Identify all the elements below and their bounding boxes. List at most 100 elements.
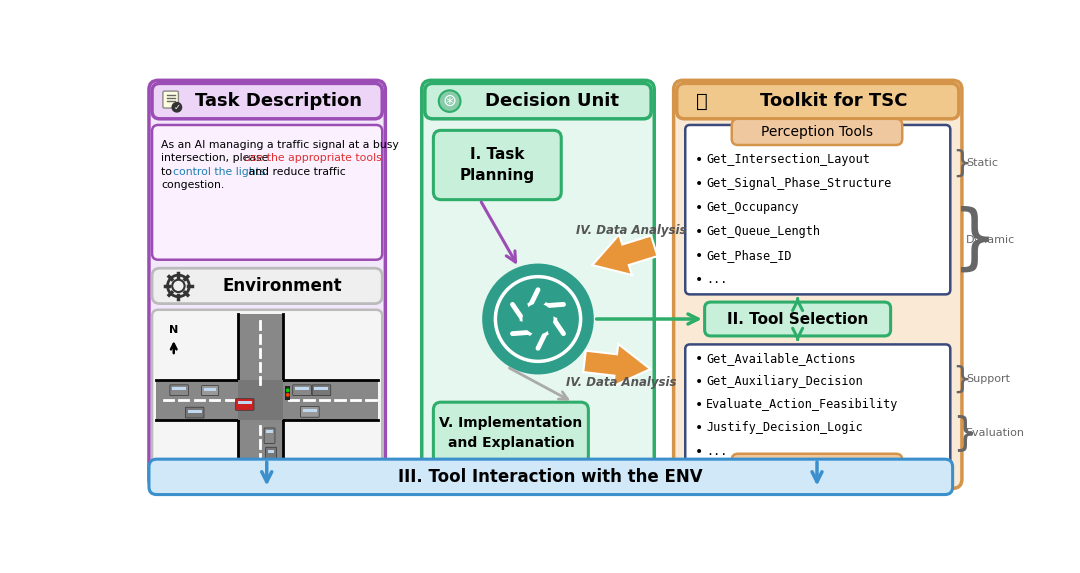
FancyBboxPatch shape: [677, 84, 959, 119]
Text: •: •: [696, 177, 703, 191]
Text: •: •: [696, 273, 703, 287]
Bar: [314, 387, 328, 390]
Text: Support: Support: [966, 374, 1010, 384]
Text: Evaluation: Evaluation: [966, 428, 1025, 438]
Text: Get_Auxiliary_Decision: Get_Auxiliary_Decision: [706, 375, 863, 388]
FancyBboxPatch shape: [186, 407, 204, 418]
FancyBboxPatch shape: [152, 84, 382, 119]
Text: •: •: [696, 421, 703, 435]
Circle shape: [286, 393, 289, 397]
Polygon shape: [592, 234, 658, 275]
Circle shape: [438, 91, 460, 112]
FancyBboxPatch shape: [149, 459, 953, 494]
Bar: [156, 380, 378, 420]
FancyBboxPatch shape: [293, 385, 311, 395]
Text: }: }: [951, 149, 971, 178]
Text: II. Tool Selection: II. Tool Selection: [727, 312, 868, 327]
Text: N: N: [170, 325, 178, 335]
Circle shape: [172, 102, 183, 113]
Text: IV. Data Analysis: IV. Data Analysis: [566, 376, 677, 390]
Polygon shape: [583, 344, 650, 386]
Bar: [267, 430, 272, 433]
Text: Toolkit for TSC: Toolkit for TSC: [759, 92, 907, 110]
Text: •: •: [696, 445, 703, 458]
FancyBboxPatch shape: [149, 80, 386, 488]
FancyBboxPatch shape: [704, 302, 891, 336]
FancyBboxPatch shape: [266, 448, 276, 462]
FancyBboxPatch shape: [732, 119, 902, 145]
Bar: [172, 387, 186, 390]
Text: }: }: [951, 206, 998, 275]
Text: ⊛: ⊛: [443, 92, 457, 110]
Text: to: to: [161, 167, 176, 176]
FancyBboxPatch shape: [433, 131, 562, 199]
FancyBboxPatch shape: [152, 268, 382, 304]
Text: Perception Tools: Perception Tools: [761, 125, 873, 139]
Text: •: •: [696, 398, 703, 413]
Text: Get_Occupancy: Get_Occupancy: [706, 201, 799, 214]
FancyBboxPatch shape: [674, 80, 962, 488]
FancyBboxPatch shape: [424, 84, 651, 119]
Text: •: •: [696, 375, 703, 389]
Text: •: •: [696, 154, 703, 167]
Text: intersection, please: intersection, please: [161, 154, 272, 163]
Text: and reduce traffic: and reduce traffic: [245, 167, 346, 176]
Text: 🔧: 🔧: [696, 92, 707, 111]
Text: •: •: [696, 249, 703, 263]
Text: use the appropriate tools: use the appropriate tools: [244, 154, 382, 163]
Text: I. Task
Planning: I. Task Planning: [459, 147, 535, 183]
Bar: [295, 387, 309, 390]
FancyBboxPatch shape: [433, 402, 589, 464]
Text: ✓: ✓: [174, 103, 180, 112]
Circle shape: [286, 388, 289, 392]
FancyBboxPatch shape: [202, 386, 218, 395]
Text: Static: Static: [966, 159, 998, 168]
FancyBboxPatch shape: [152, 310, 382, 484]
Text: Justify_Decision_Logic: Justify_Decision_Logic: [706, 421, 863, 434]
FancyBboxPatch shape: [265, 428, 275, 444]
Text: Dynamic: Dynamic: [966, 236, 1015, 245]
Text: }: }: [951, 364, 971, 394]
FancyBboxPatch shape: [685, 344, 950, 479]
Text: V. Implementation
and Explanation: V. Implementation and Explanation: [440, 416, 582, 450]
FancyBboxPatch shape: [732, 454, 902, 481]
Text: Task Description: Task Description: [194, 92, 362, 110]
Text: III. Tool Interaction with the ENV: III. Tool Interaction with the ENV: [399, 468, 703, 486]
Bar: [188, 410, 202, 413]
Bar: [238, 313, 283, 480]
Text: Decision Unit: Decision Unit: [485, 92, 619, 110]
Text: Get_Signal_Phase_Structure: Get_Signal_Phase_Structure: [706, 177, 891, 190]
Text: Environment: Environment: [222, 277, 342, 295]
Text: congestion.: congestion.: [161, 180, 225, 190]
Bar: [268, 450, 274, 453]
Bar: [302, 409, 316, 412]
Text: Get_Intersection_Layout: Get_Intersection_Layout: [706, 154, 870, 167]
Text: •: •: [696, 352, 703, 366]
Text: IV. Data Analysis: IV. Data Analysis: [576, 224, 686, 237]
FancyBboxPatch shape: [235, 399, 254, 410]
Text: Get_Phase_ID: Get_Phase_ID: [706, 249, 792, 262]
FancyBboxPatch shape: [312, 385, 330, 395]
Bar: [285, 386, 291, 401]
Text: As an AI managing a traffic signal at a busy: As an AI managing a traffic signal at a …: [161, 140, 400, 150]
FancyBboxPatch shape: [422, 80, 654, 488]
Circle shape: [482, 264, 594, 374]
FancyBboxPatch shape: [152, 125, 382, 260]
FancyBboxPatch shape: [685, 125, 950, 295]
Bar: [238, 401, 252, 404]
Text: Get_Available_Actions: Get_Available_Actions: [706, 352, 855, 365]
FancyBboxPatch shape: [163, 91, 178, 108]
Text: Get_Queue_Length: Get_Queue_Length: [706, 225, 820, 238]
Text: }: }: [951, 414, 976, 452]
FancyBboxPatch shape: [170, 385, 189, 395]
Bar: [204, 388, 216, 391]
Text: Evaluate_Action_Feasibility: Evaluate_Action_Feasibility: [706, 398, 899, 411]
Text: •: •: [696, 225, 703, 239]
Text: control the lights: control the lights: [173, 167, 266, 176]
Text: ...: ...: [706, 273, 728, 286]
Text: •: •: [696, 201, 703, 215]
Text: Decision Tools: Decision Tools: [768, 461, 866, 474]
Circle shape: [523, 304, 554, 335]
Bar: [238, 380, 283, 420]
Text: ...: ...: [706, 445, 728, 457]
